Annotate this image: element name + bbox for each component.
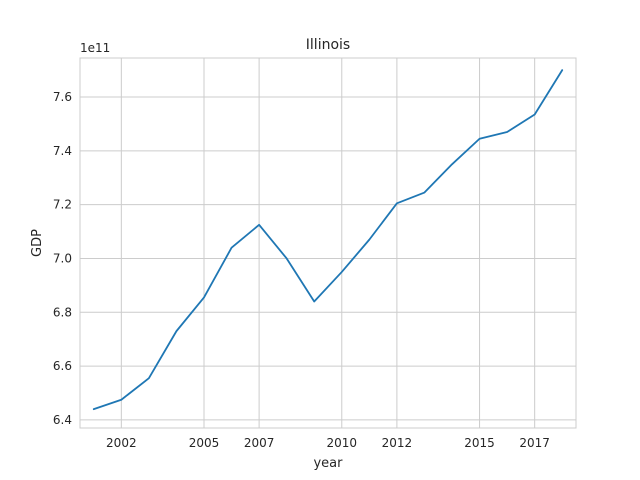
y-axis-ticks: 6.4 6.6 6.8 7.0 7.2 7.4 7.6 [53, 90, 72, 427]
x-tick-label: 2017 [519, 436, 550, 450]
y-tick-label: 6.6 [53, 359, 72, 373]
x-tick-label: 2015 [464, 436, 495, 450]
plot-frame [79, 57, 577, 429]
y-tick-label: 6.4 [53, 413, 72, 427]
y-tick-label: 6.8 [53, 305, 72, 319]
x-tick-label: 2002 [106, 436, 137, 450]
x-tick-label: 2012 [382, 436, 413, 450]
x-tick-label: 2005 [189, 436, 220, 450]
y-tick-label: 7.0 [53, 251, 72, 265]
x-axis-ticks: 2002 2005 2007 2010 2012 2015 2017 [106, 436, 550, 450]
series-line [92, 69, 564, 411]
x-tick-label: 2007 [244, 436, 275, 450]
grid [80, 58, 576, 428]
y-tick-label: 7.4 [53, 144, 72, 158]
chart-title: Illinois [306, 37, 350, 53]
x-tick-label: 2010 [327, 436, 358, 450]
y-axis-label: GDP [30, 229, 45, 257]
y-offset-label: 1e11 [80, 41, 110, 55]
y-tick-label: 7.2 [53, 198, 72, 212]
series-layer [92, 69, 564, 411]
x-axis-label: year [313, 456, 343, 471]
y-tick-label: 7.6 [53, 90, 72, 104]
